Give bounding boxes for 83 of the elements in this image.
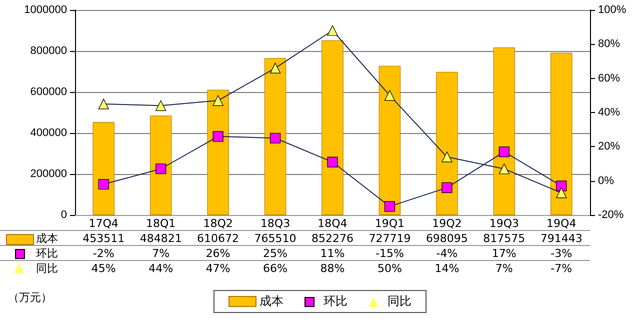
point bbox=[212, 131, 224, 142]
bar bbox=[92, 122, 114, 215]
point bbox=[556, 180, 567, 192]
data-label: 26% bbox=[189, 245, 247, 261]
y-tick-label: 800000 bbox=[30, 45, 67, 57]
data-label: 765510 bbox=[246, 230, 304, 246]
y2-tick-label: 20% bbox=[598, 140, 620, 153]
data-label: 44% bbox=[132, 260, 190, 276]
data-label: 698095 bbox=[418, 230, 476, 246]
y-tick-label: 400000 bbox=[30, 127, 67, 139]
data-label: 14% bbox=[418, 260, 476, 276]
data-label: 47% bbox=[189, 260, 247, 276]
point bbox=[498, 164, 510, 174]
data-label: 791443 bbox=[532, 230, 590, 246]
point bbox=[442, 152, 452, 162]
data-label: 453511 bbox=[75, 230, 132, 246]
text: 环比 bbox=[324, 294, 348, 308]
point bbox=[556, 187, 567, 198]
point bbox=[98, 178, 109, 190]
point bbox=[384, 90, 396, 101]
y2-tick-label: 100% bbox=[598, 4, 626, 16]
data-label: 852276 bbox=[304, 230, 362, 246]
bar bbox=[150, 116, 172, 215]
point bbox=[98, 98, 109, 110]
point bbox=[270, 132, 281, 144]
y2-tick-label: 40% bbox=[598, 106, 620, 118]
point bbox=[156, 164, 166, 174]
data-label: 50% bbox=[361, 260, 418, 276]
point bbox=[156, 100, 166, 111]
legend-label: 环比 bbox=[0, 245, 75, 261]
bar bbox=[493, 47, 516, 215]
text: 同比 bbox=[388, 294, 412, 308]
x-tick-label: 18Q4 bbox=[304, 215, 362, 231]
y-tick-label: 0 bbox=[60, 209, 67, 221]
data-label: 17% bbox=[476, 245, 533, 261]
x-tick-label: 17Q4 bbox=[75, 215, 132, 231]
data-label: -15% bbox=[361, 245, 418, 261]
y-tick-label: 600000 bbox=[30, 86, 67, 98]
data-label: 11% bbox=[304, 245, 362, 261]
bar bbox=[264, 58, 286, 215]
x-tick-label: 19Q1 bbox=[361, 215, 418, 231]
data-label: 817575 bbox=[476, 230, 533, 246]
x-tick-label: 19Q3 bbox=[476, 215, 533, 231]
data-label: -7% bbox=[532, 260, 590, 276]
point bbox=[212, 95, 224, 106]
text: （万元） bbox=[8, 290, 52, 305]
legend-label: 成本 bbox=[0, 230, 75, 246]
bar bbox=[378, 66, 401, 215]
data-label: 484821 bbox=[132, 230, 190, 246]
data-label: 7% bbox=[476, 260, 533, 276]
y2-tick-label: 60% bbox=[598, 72, 620, 84]
x-tick-label: 18Q2 bbox=[189, 215, 247, 231]
point bbox=[327, 156, 338, 168]
data-label: -2% bbox=[75, 245, 132, 261]
data-label: 25% bbox=[246, 245, 304, 261]
data-label: -4% bbox=[418, 245, 476, 261]
point bbox=[270, 62, 281, 74]
data-label: 66% bbox=[246, 260, 304, 276]
data-label: 45% bbox=[75, 260, 132, 276]
point bbox=[327, 25, 338, 36]
data-label: -3% bbox=[532, 245, 590, 261]
point bbox=[384, 201, 396, 212]
bar bbox=[322, 40, 344, 215]
bar bbox=[550, 52, 572, 215]
text: 成本 bbox=[260, 294, 284, 308]
bar bbox=[207, 90, 229, 215]
y2-tick-label: 80% bbox=[598, 38, 620, 50]
y2-tick-label: 0% bbox=[598, 174, 614, 187]
legend-label: 同比 bbox=[0, 260, 75, 276]
y2-tick-label: -20% bbox=[598, 209, 624, 221]
x-tick-label: 19Q2 bbox=[418, 215, 476, 231]
y-tick-label: 1000000 bbox=[24, 4, 67, 16]
data-label: 88% bbox=[304, 260, 362, 276]
point bbox=[442, 182, 452, 193]
data-label: 7% bbox=[132, 245, 190, 261]
data-label: 727719 bbox=[361, 230, 418, 246]
point bbox=[498, 146, 510, 158]
y-tick-label: 200000 bbox=[30, 168, 67, 180]
x-tick-label: 19Q4 bbox=[532, 215, 590, 231]
data-label: 610672 bbox=[189, 230, 247, 246]
bar bbox=[436, 72, 458, 215]
x-tick-label: 18Q1 bbox=[132, 215, 190, 231]
x-tick-label: 18Q3 bbox=[246, 215, 304, 231]
